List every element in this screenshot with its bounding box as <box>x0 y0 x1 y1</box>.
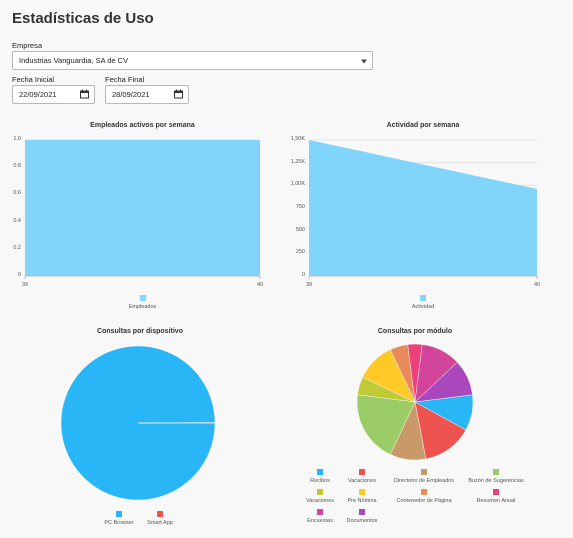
calendar-icon[interactable] <box>174 89 183 100</box>
legend-swatch <box>493 489 499 495</box>
legend-label: Resumen Anual <box>476 498 516 504</box>
pie-slice-documentos[interactable] <box>414 361 473 403</box>
y-tick-label: 0.8 <box>13 163 21 170</box>
legend-swatch <box>359 509 365 515</box>
area-series-actividad <box>309 140 537 276</box>
legend-label: Documentos <box>346 518 378 524</box>
legend-swatch <box>157 511 163 517</box>
x-tick-label: 39 <box>305 282 313 288</box>
y-tick-label: 0.4 <box>13 217 21 224</box>
y-tick-label: 750 <box>295 204 305 210</box>
legend-label: Empleados <box>128 304 157 310</box>
legend-swatch <box>359 469 365 475</box>
x-tick-label: 40 <box>533 282 541 288</box>
caret-down-icon <box>361 56 367 65</box>
legend-label: Smart App <box>147 520 173 526</box>
chart-title-dispositivo: Consultas por dispositivo <box>97 328 183 335</box>
legend-swatch <box>359 489 365 495</box>
y-tick-label: 0 <box>301 272 305 278</box>
start-date-field[interactable]: 22/09/2021 <box>12 85 95 104</box>
legend-swatch <box>116 511 122 517</box>
y-tick-label: 1,50K <box>290 136 305 142</box>
y-tick-label: 0.6 <box>13 190 21 197</box>
y-tick-label: 1,25K <box>290 158 305 165</box>
legend-label: Recibos <box>310 478 330 484</box>
calendar-icon[interactable] <box>80 89 89 100</box>
start-date-value: 22/09/2021 <box>19 90 57 99</box>
pie-slice-vacaciones[interactable] <box>414 401 467 460</box>
legend-swatch <box>493 469 499 475</box>
pie-slice-buzón-de-sugerencias[interactable] <box>356 394 416 455</box>
company-label: Empresa <box>12 41 43 50</box>
y-tick-label: 1,00K <box>290 181 305 188</box>
y-tick-label: 1.0 <box>13 136 21 142</box>
legend-swatch <box>421 469 427 475</box>
y-tick-label: 0.2 <box>13 244 21 251</box>
end-date-value: 28/09/2021 <box>112 90 150 99</box>
chart-title-modulo: Consultas por módulo <box>377 328 453 335</box>
legend-swatch <box>317 489 323 495</box>
legend-swatch <box>420 295 426 301</box>
x-tick-label: 39 <box>21 282 29 288</box>
legend-label: Vacaciones <box>305 498 335 504</box>
end-date-label: Fecha Final <box>105 75 145 84</box>
legend-swatch <box>317 469 323 475</box>
legend-label: Pre Nómina <box>347 498 377 504</box>
legend-label: Encuestas <box>307 518 333 524</box>
chart-title-actividad: Actividad por semana <box>386 122 460 129</box>
y-tick-label: 0 <box>17 272 21 278</box>
y-tick-label: 500 <box>295 226 305 233</box>
start-date-label: Fecha Inicial <box>12 75 55 84</box>
legend-label: PC Browser <box>104 520 134 526</box>
page-title: Estadísticas de Uso <box>12 10 154 27</box>
company-select-value: Industrias Vanguardia, SA de CV <box>19 56 129 65</box>
legend-label: Buzón de Sugerencias <box>468 478 524 484</box>
legend-label: Contenedor de Página <box>396 498 452 504</box>
y-tick-label: 250 <box>295 249 305 256</box>
legend-swatch <box>317 509 323 515</box>
legend-label: Directorio de Empleados <box>393 478 455 484</box>
legend-label: Actividad <box>411 304 435 310</box>
legend-swatch <box>139 295 146 301</box>
end-date-field[interactable]: 28/09/2021 <box>105 85 189 104</box>
company-select[interactable]: Industrias Vanguardia, SA de CV <box>12 51 373 70</box>
chart-title-empleados: Empleados activos por semana <box>90 122 195 129</box>
legend-label: Vacaciones <box>347 478 377 484</box>
x-tick-label: 40 <box>256 282 264 288</box>
legend-swatch <box>421 489 427 495</box>
area-series-empleados <box>25 140 260 276</box>
